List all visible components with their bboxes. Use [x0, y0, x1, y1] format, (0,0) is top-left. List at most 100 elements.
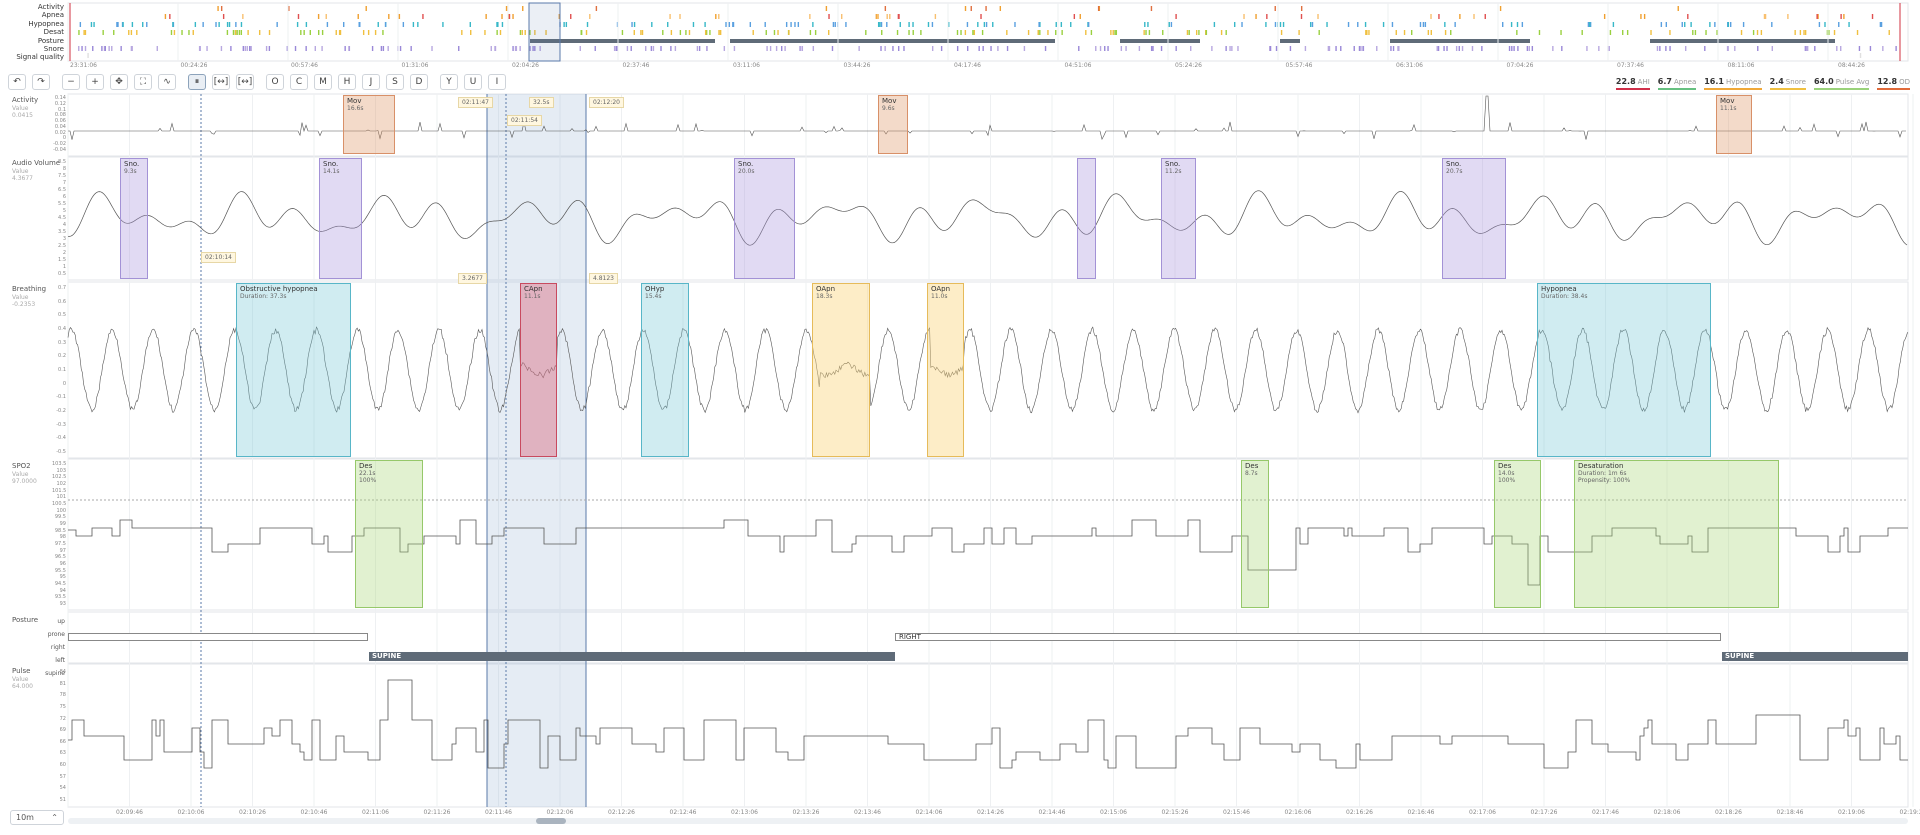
- overview-event-mark: [966, 46, 969, 51]
- mark-j-button[interactable]: J: [362, 74, 380, 90]
- pulse-y-tick: 69: [59, 727, 66, 734]
- zoom-in-button[interactable]: +: [86, 74, 104, 90]
- overview-event-mark: [1353, 46, 1355, 51]
- event-hypopnea[interactable]: Hypopnea Duration: 38.4s: [1537, 283, 1711, 457]
- mark-m-button[interactable]: M: [314, 74, 332, 90]
- event-desaturation[interactable]: Des 14.0s 100%: [1494, 460, 1541, 608]
- spo2-y-tick: 100: [56, 507, 66, 514]
- overview-event-mark: [880, 22, 883, 27]
- overview-event-mark: [1681, 22, 1683, 27]
- event-snore[interactable]: Sno. 9.3s: [120, 158, 148, 279]
- event-movement[interactable]: Mov 11.1s: [1716, 95, 1752, 154]
- posture-segment-right[interactable]: RIGHT: [895, 633, 1721, 641]
- overview-event-mark: [202, 22, 204, 27]
- measure-range-button[interactable]: [↔]: [236, 74, 254, 90]
- overview-event-mark: [1859, 53, 1862, 58]
- event-snore[interactable]: Sno. 14.1s: [319, 158, 362, 279]
- toolbar: ↶ ↷ − + ✥ ⛶ ∿ ⏸ [↔] [↔] O C M H J S D Y …: [8, 74, 506, 90]
- overview-event-mark: [250, 46, 252, 51]
- event-obstructive-apnea[interactable]: OApn 11.0s: [927, 283, 964, 457]
- overview-event-mark: [1826, 30, 1829, 35]
- overview-event-mark: [142, 22, 144, 27]
- overview-event-mark: [1803, 30, 1805, 35]
- overview-event-mark: [828, 30, 830, 35]
- overview-event-mark: [1805, 46, 1808, 51]
- mark-d-button[interactable]: D: [410, 74, 428, 90]
- overview-event-mark: [357, 14, 359, 19]
- breathing-y-tick: 0: [62, 380, 66, 387]
- fit-button[interactable]: ⛶: [134, 74, 152, 90]
- overview-event-mark: [651, 22, 653, 27]
- overview-event-mark: [388, 14, 390, 19]
- scrollbar-thumb[interactable]: [536, 818, 566, 824]
- overview-event-mark: [1869, 46, 1872, 51]
- channel-pulse-value: Value 64.000: [12, 676, 33, 690]
- overview-event-mark: [1269, 46, 1272, 51]
- mark-h-button[interactable]: H: [338, 74, 356, 90]
- overview-event-mark: [461, 30, 463, 35]
- overview-event-mark: [244, 46, 246, 51]
- overview-event-mark: [92, 46, 94, 51]
- channel-posture-name: Posture: [12, 616, 39, 624]
- pan-button[interactable]: ✥: [110, 74, 128, 90]
- overview-tick-label: 03:44:26: [843, 62, 871, 69]
- event-movement[interactable]: Mov 16.6s: [343, 95, 395, 154]
- posture-segment-supine[interactable]: SUPINE: [369, 652, 895, 661]
- overview-event-mark: [970, 6, 972, 11]
- overview-event-mark: [1265, 22, 1267, 27]
- event-desaturation[interactable]: Des 22.1s 100%: [355, 460, 423, 608]
- zoom-out-button[interactable]: −: [62, 74, 80, 90]
- overview-event-mark: [977, 22, 979, 27]
- overview-event-mark: [880, 46, 882, 51]
- zoom-select[interactable]: 10m ⌃: [10, 810, 64, 825]
- overview-event-mark: [1403, 30, 1406, 35]
- mark-y-button[interactable]: Y: [440, 74, 458, 90]
- overview-event-mark: [501, 14, 503, 19]
- event-obstructive-hypopnea[interactable]: Obstructive hypopnea Duration: 37.3s: [236, 283, 351, 457]
- mark-c-button[interactable]: C: [290, 74, 308, 90]
- event-movement[interactable]: Mov 9.6s: [878, 95, 908, 154]
- overview-event-mark: [1027, 30, 1030, 35]
- overview-event-mark: [90, 22, 93, 27]
- mark-o-button[interactable]: O: [266, 74, 284, 90]
- overview-event-mark: [1444, 30, 1447, 35]
- spo2-signal: [68, 519, 1908, 586]
- overview-event-mark: [240, 22, 243, 27]
- channel-audio-name: Audio Volume: [12, 159, 61, 167]
- overview-event-mark: [490, 46, 492, 51]
- activity-y-tick: 0.04: [54, 123, 66, 130]
- pulse-y-tick: 54: [59, 785, 66, 792]
- undo-button[interactable]: ↶: [8, 74, 26, 90]
- overview-event-mark: [1078, 46, 1080, 51]
- posture-segment-right[interactable]: [68, 633, 368, 641]
- event-snore[interactable]: Sno. 11.2s: [1161, 158, 1196, 279]
- horizontal-scrollbar[interactable]: [68, 818, 1908, 824]
- event-desaturation[interactable]: Des 8.7s: [1241, 460, 1269, 608]
- pause-button[interactable]: ⏸: [188, 74, 206, 90]
- overview-event-mark: [1856, 30, 1859, 35]
- overview-event-mark: [788, 30, 790, 35]
- event-central-apnea[interactable]: CApn 11.1s: [520, 283, 557, 457]
- overview-event-mark: [1804, 30, 1807, 35]
- event-obstructive-hypopnea-short[interactable]: OHyp 15.4s: [641, 283, 689, 457]
- event-desaturation-long[interactable]: Desaturation Duration: 1m 6s Propensity: 1…: [1574, 460, 1779, 608]
- overview-event-mark: [1734, 46, 1736, 51]
- mark-u-button[interactable]: U: [464, 74, 482, 90]
- event-snore[interactable]: [1077, 158, 1096, 279]
- mark-s-button[interactable]: S: [386, 74, 404, 90]
- event-snore[interactable]: Sno. 20.7s: [1442, 158, 1506, 279]
- signal-button[interactable]: ∿: [158, 74, 176, 90]
- overview-event-mark: [973, 30, 976, 35]
- redo-button[interactable]: ↷: [32, 74, 50, 90]
- event-obstructive-apnea[interactable]: OApn 18.3s: [812, 283, 870, 457]
- event-snore[interactable]: Sno. 20.0s: [734, 158, 795, 279]
- mark-i-button[interactable]: I: [488, 74, 506, 90]
- overview-event-mark: [1704, 46, 1706, 51]
- overview-event-mark: [1643, 14, 1646, 19]
- overview-event-mark: [715, 14, 717, 19]
- posture-segment-supine[interactable]: SUPINE: [1722, 652, 1908, 661]
- overview-tick-label: 06:31:06: [1396, 62, 1423, 69]
- overview-event-mark: [1099, 46, 1102, 51]
- select-range-button[interactable]: [↔]: [212, 74, 230, 90]
